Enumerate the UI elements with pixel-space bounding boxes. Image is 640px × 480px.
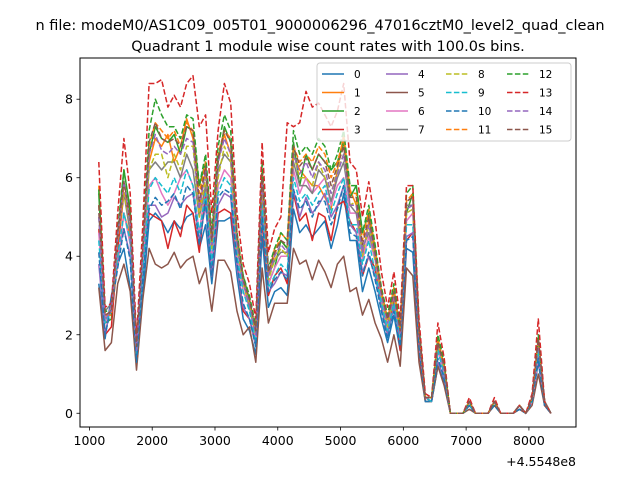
series-line-12 bbox=[98, 98, 552, 415]
legend-label-3: 3 bbox=[354, 125, 361, 137]
x-tick-label: 2000 bbox=[136, 433, 168, 448]
axes-frame bbox=[79, 57, 577, 428]
x-tick-label: 6000 bbox=[387, 433, 419, 448]
legend-label-15: 15 bbox=[539, 125, 552, 137]
y-tick-label: 2 bbox=[65, 327, 73, 342]
y-tick-label: 6 bbox=[65, 170, 73, 185]
legend-label-12: 12 bbox=[539, 69, 552, 81]
x-axis: 1000 2000 3000 4000 5000 6000 7000 8000 bbox=[74, 427, 545, 448]
legend-frame bbox=[316, 62, 572, 142]
figure-suptitle: n file: modeM0/AS1C09_005T01_9000006296_… bbox=[35, 18, 604, 34]
legend-label-4: 4 bbox=[418, 69, 425, 81]
legend-label-5: 5 bbox=[418, 88, 425, 100]
y-tick-label: 4 bbox=[65, 249, 73, 264]
x-tick-label: 8000 bbox=[513, 433, 545, 448]
x-tick-label: 1000 bbox=[74, 433, 106, 448]
legend-label-7: 7 bbox=[418, 125, 425, 137]
y-axis: 0 2 4 6 8 bbox=[65, 92, 80, 421]
legend-label-14: 14 bbox=[539, 106, 553, 118]
series-line-15 bbox=[98, 122, 552, 415]
x-tick-label: 5000 bbox=[325, 433, 357, 448]
y-tick-label: 8 bbox=[65, 92, 73, 107]
legend-label-13: 13 bbox=[539, 88, 552, 100]
legend-label-0: 0 bbox=[354, 69, 361, 81]
y-tick-label: 0 bbox=[65, 406, 73, 421]
x-tick-label: 3000 bbox=[199, 433, 231, 448]
legend-label-6: 6 bbox=[418, 106, 425, 118]
chart-title: Quadrant 1 module wise count rates with … bbox=[131, 39, 525, 55]
legend-label-10: 10 bbox=[478, 106, 491, 118]
series-layer bbox=[98, 74, 552, 415]
x-tick-label: 4000 bbox=[262, 433, 294, 448]
legend-label-11: 11 bbox=[478, 125, 491, 137]
legend-label-9: 9 bbox=[478, 88, 485, 100]
x-tick-label: 7000 bbox=[450, 433, 482, 448]
legend-label-2: 2 bbox=[354, 106, 361, 118]
series-line-10 bbox=[98, 184, 552, 415]
legend-label-8: 8 bbox=[478, 69, 485, 81]
legend-label-1: 1 bbox=[354, 88, 361, 100]
x-offset-text: +4.5548e8 bbox=[506, 454, 576, 469]
